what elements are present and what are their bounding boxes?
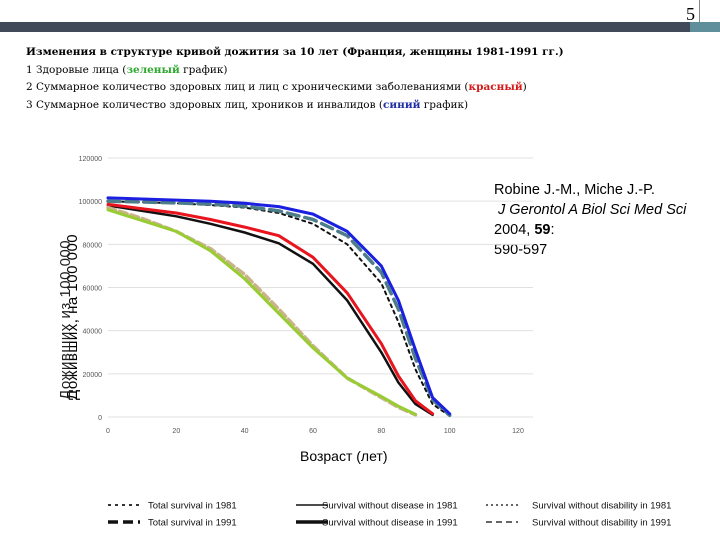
y-tick-label: 100000 (79, 199, 102, 206)
page-number: 5 (686, 4, 695, 24)
x-axis-label: Возраст (лет) (300, 448, 388, 464)
slide-band-accent (690, 22, 720, 32)
series-line-dashed-teal (106, 199, 452, 418)
legend-label: Survival without disease in 1981 (322, 501, 458, 512)
heading-line-1: 1 Здоровые лица (зеленый график) (26, 63, 228, 76)
legend-label: Survival without disability in 1991 (532, 518, 671, 529)
y-tick-label: 0 (98, 415, 102, 422)
citation: Robine J.-M., Miche J.-P. J Gerontol A B… (494, 180, 720, 260)
y-tick-label: 40000 (83, 329, 103, 336)
citation-journal: J Gerontol A Biol Sci Med Sci (498, 202, 687, 218)
slide-heading: Изменения в структуре кривой дожития за … (26, 44, 706, 114)
y-tick-label: 20000 (83, 372, 103, 379)
green-label: зеленый (126, 63, 180, 76)
legend-label: Total survival in 1981 (148, 501, 237, 512)
legend-label: Survival without disability in 1981 (532, 501, 671, 512)
y-tick-label: 80000 (83, 242, 103, 249)
red-label: красный (468, 81, 523, 93)
slide-title-band (0, 22, 720, 32)
page-divider (699, 0, 700, 22)
citation-pages: 590-597 (494, 242, 548, 258)
x-tick-label: 120 (512, 428, 524, 435)
x-tick-label: 20 (172, 428, 180, 435)
series-line-solid-red (106, 202, 435, 416)
x-tick-label: 40 (241, 428, 249, 435)
y-tick-label: 120000 (79, 156, 102, 163)
x-tick-label: 80 (377, 428, 385, 435)
x-tick-label: 60 (309, 428, 317, 435)
x-tick-label: 0 (106, 428, 110, 435)
heading-title: Изменения в структуре кривой дожития за … (26, 46, 564, 58)
legend-label: Total survival in 1991 (148, 518, 237, 529)
slide-top-bar (0, 0, 720, 22)
series-line-solid-green (106, 208, 417, 416)
citation-year: 2004, (494, 222, 535, 238)
heading-line-3: 3 Суммарное количество здоровых лиц, хро… (26, 98, 469, 111)
legend-label: Survival without disease in 1991 (322, 518, 458, 529)
blue-label: синий (382, 98, 421, 111)
series-line-dotted-black (107, 200, 451, 417)
x-tick-label: 100 (444, 428, 456, 435)
y-tick-label: 60000 (83, 286, 103, 293)
series-line-solid-black (106, 204, 434, 417)
citation-authors: Robine J.-M., Miche J.-P. (494, 182, 655, 198)
citation-volume: 59 (534, 222, 551, 238)
citation-journal-line: J Gerontol A Biol Sci Med Sci 2004, 59: (494, 202, 687, 238)
y-axis-label-overlay: Доживших из 100 000 (57, 239, 74, 400)
heading-line-2: 2 Суммарное количество здоровых лиц и ли… (26, 81, 527, 93)
series-line-solid-blue (106, 196, 452, 416)
